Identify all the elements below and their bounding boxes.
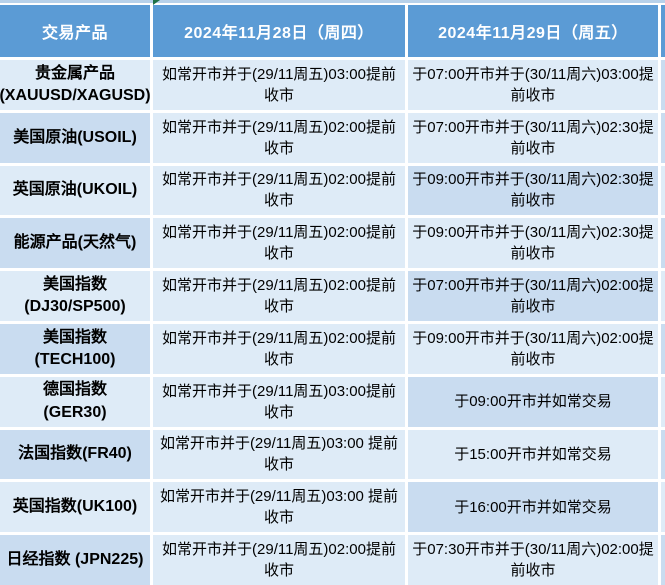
header-edge-sliver xyxy=(661,5,665,57)
thursday-cell[interactable]: 如常开市并于(29/11周五)03:00提前收市 xyxy=(153,376,405,427)
thursday-cell[interactable]: 如常开市并于(29/11周五)03:00 提前收市 xyxy=(153,482,405,533)
product-cell[interactable]: 德国指数 (GER30) xyxy=(0,376,150,427)
friday-cell[interactable]: 于07:00开市并于(30/11周六)03:00提前收市 xyxy=(408,60,658,110)
product-cell[interactable]: 美国指数 (TECH100) xyxy=(0,323,150,374)
friday-cell[interactable]: 于07:30开市并于(30/11周六)02:00提前收市 xyxy=(408,535,658,585)
friday-cell[interactable]: 于15:00开市并如常交易 xyxy=(408,429,658,480)
thursday-cell[interactable]: 如常开市并于(29/11周五)02:00提前收市 xyxy=(153,323,405,374)
friday-cell[interactable]: 于07:00开市并于(30/11周六)02:00提前收市 xyxy=(408,271,658,321)
row-edge-sliver xyxy=(661,535,665,585)
product-cell[interactable]: 能源产品(天然气) xyxy=(0,218,150,269)
top-edge-partial-row xyxy=(0,0,665,3)
product-cell[interactable]: 贵金属产品 (XAUUSD/XAGUSD) xyxy=(0,60,151,110)
row-edge-sliver xyxy=(661,218,665,269)
thursday-cell[interactable]: 如常开市并于(29/11周五)03:00 提前收市 xyxy=(153,429,405,480)
thursday-cell[interactable]: 如常开市并于(29/11周五)02:00提前收市 xyxy=(153,112,405,163)
row-edge-sliver xyxy=(661,482,665,533)
product-cell[interactable]: 美国原油(USOIL) xyxy=(0,112,150,163)
friday-cell[interactable]: 于16:00开市并如常交易 xyxy=(408,482,658,533)
thursday-cell[interactable]: 如常开市并于(29/11周五)02:00提前收市 xyxy=(153,165,405,216)
row-edge-sliver xyxy=(661,376,665,427)
row-edge-sliver xyxy=(661,429,665,480)
product-cell[interactable]: 日经指数 (JPN225) xyxy=(0,535,150,585)
friday-cell[interactable]: 于09:00开市并于(30/11周六)02:30提前收市 xyxy=(408,165,658,216)
header-cell-thursday[interactable]: 2024年11月28日（周四） xyxy=(153,5,405,57)
excel-error-triangle-icon xyxy=(153,0,160,5)
product-cell[interactable]: 英国指数(UK100) xyxy=(0,482,150,533)
thursday-cell[interactable]: 如常开市并于(29/11周五)02:00提前收市 xyxy=(153,271,405,321)
header-cell-product[interactable]: 交易产品 xyxy=(0,5,150,57)
thursday-cell[interactable]: 如常开市并于(29/11周五)02:00提前收市 xyxy=(153,535,405,585)
product-cell[interactable]: 美国指数 (DJ30/SP500) xyxy=(0,271,150,321)
thursday-cell[interactable]: 如常开市并于(29/11周五)03:00提前收市 xyxy=(153,60,405,110)
thursday-cell[interactable]: 如常开市并于(29/11周五)02:00提前收市 xyxy=(153,218,405,269)
friday-cell[interactable]: 于09:00开市并如常交易 xyxy=(408,376,658,427)
row-edge-sliver xyxy=(661,271,665,321)
header-cell-friday[interactable]: 2024年11月29日（周五） xyxy=(408,5,658,57)
friday-cell[interactable]: 于09:00开市并于(30/11周六)02:30提前收市 xyxy=(408,218,658,269)
friday-cell[interactable]: 于07:00开市并于(30/11周六)02:30提前收市 xyxy=(408,112,658,163)
product-cell[interactable]: 英国原油(UKOIL) xyxy=(0,165,150,216)
row-edge-sliver xyxy=(661,112,665,163)
product-cell[interactable]: 法国指数(FR40) xyxy=(0,429,150,480)
row-edge-sliver xyxy=(661,323,665,374)
row-edge-sliver xyxy=(661,60,665,110)
row-edge-sliver xyxy=(661,165,665,216)
friday-cell[interactable]: 于09:00开市并于(30/11周六)02:00提前收市 xyxy=(408,323,658,374)
trading-hours-table: 交易产品 2024年11月28日（周四） 2024年11月29日（周五） 贵金属… xyxy=(0,5,665,585)
